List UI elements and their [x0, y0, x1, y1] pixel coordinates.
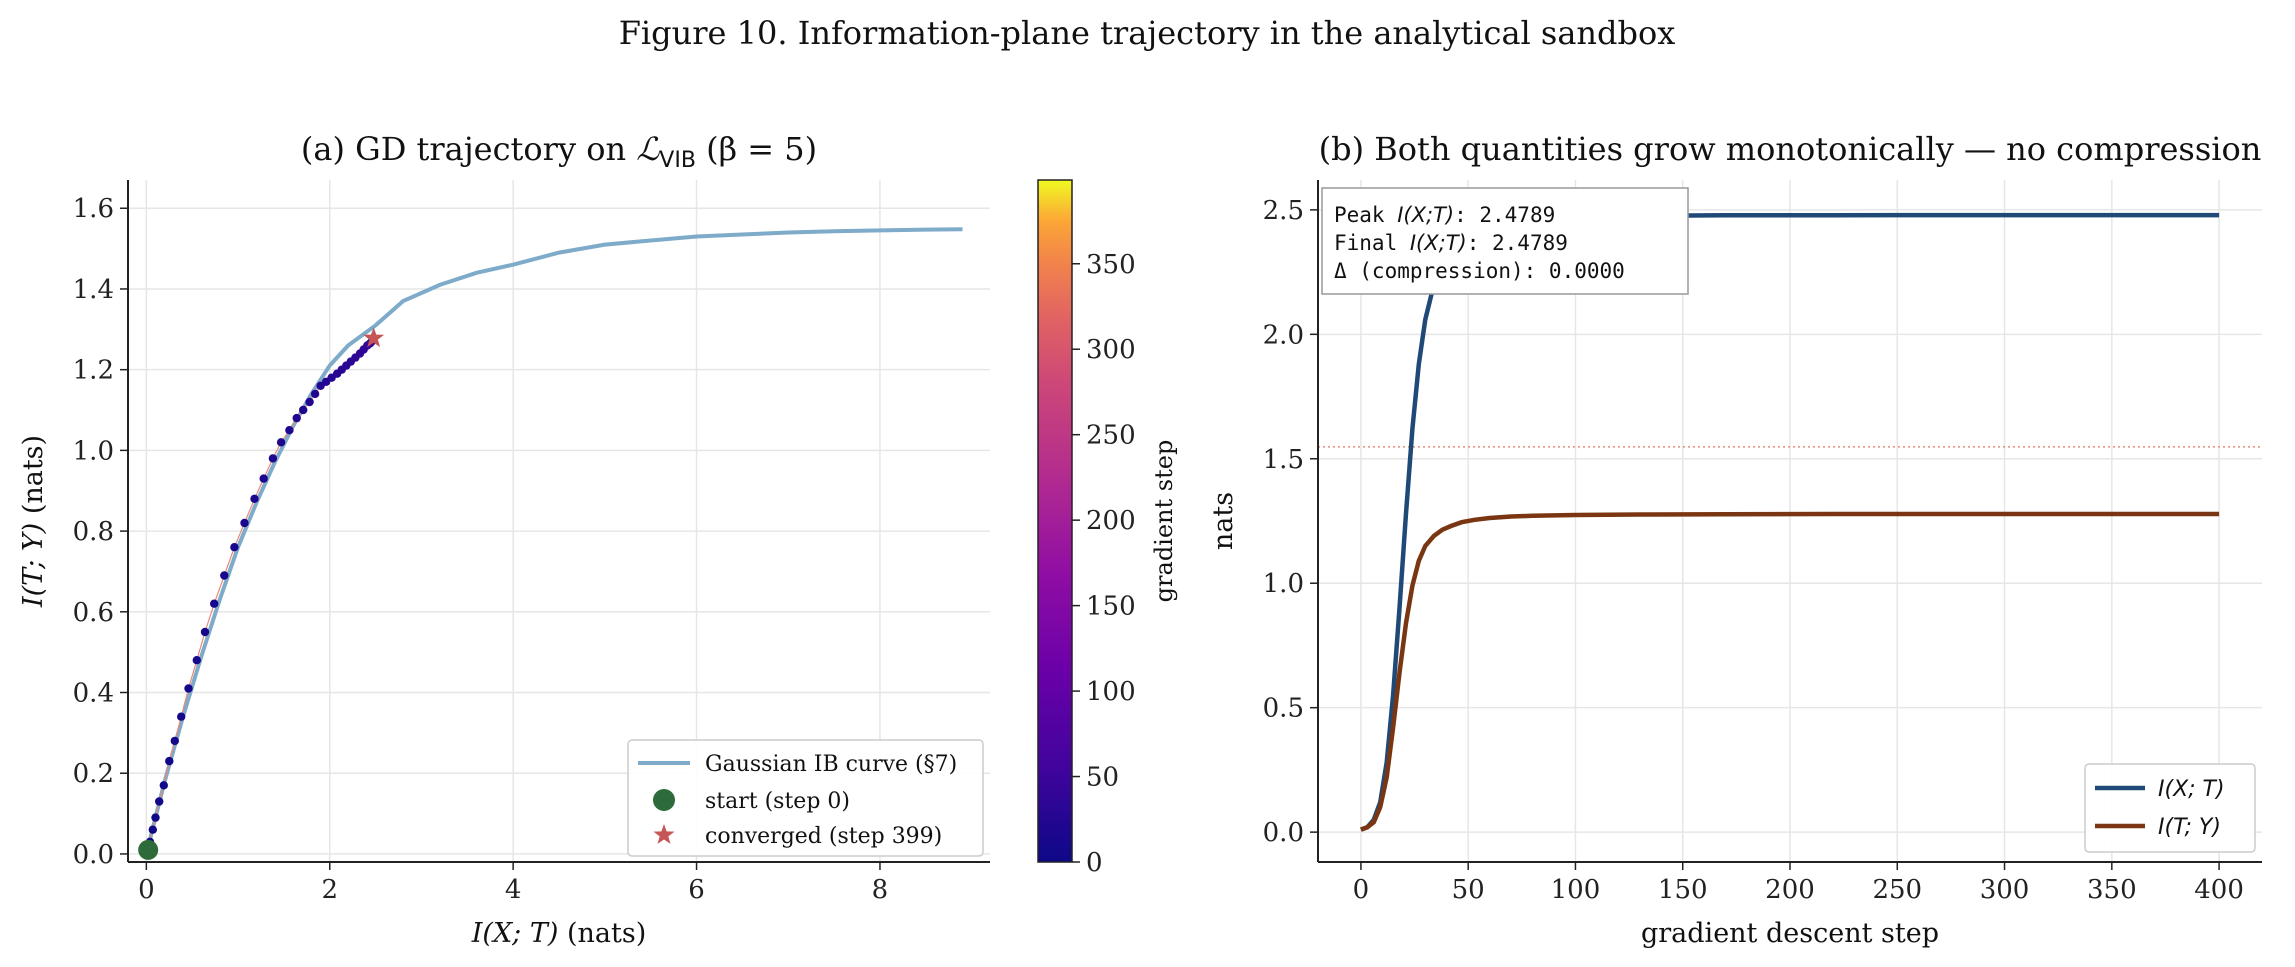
ity-line: [1360, 511, 2220, 832]
b-xtick-label: 300: [1980, 875, 2030, 905]
trajectory-point: [151, 813, 160, 822]
b-xtick-label: 50: [1452, 875, 1485, 905]
legend-start-swatch: [653, 789, 675, 811]
trajectory-point: [184, 684, 193, 693]
trajectory-point: [200, 627, 210, 637]
trajectory-point: [299, 405, 308, 415]
panel-a-y-label: I(T; Y) (nats): [18, 435, 49, 608]
b-ytick-label: 1.5: [1263, 445, 1304, 475]
a-ytick-label: 0.4: [73, 679, 114, 709]
converged-marker: [363, 327, 385, 348]
panel-a-legend: Gaussian IB curve (§7) start (step 0) co…: [627, 739, 984, 857]
trajectory-point: [240, 518, 249, 528]
colorbar-tick-label: 50: [1086, 763, 1119, 793]
trajectory-point: [292, 413, 301, 423]
b-xtick-label: 250: [1872, 875, 1922, 905]
colorbar-gradient: [1037, 179, 1073, 863]
b-ytick-label: 0.0: [1263, 818, 1304, 848]
panel-a-grid: [128, 180, 990, 862]
b-xtick-label: 400: [2194, 875, 2244, 905]
a-ytick-label: 1.4: [73, 275, 114, 305]
trajectory-point: [155, 797, 164, 806]
b-xtick-label: 150: [1658, 875, 1708, 905]
trajectory-point: [170, 736, 179, 746]
trajectory-point: [148, 825, 157, 834]
legend-converged-swatch: [653, 824, 675, 844]
trajectory-point: [192, 656, 201, 665]
a-xtick-label: 2: [321, 875, 338, 905]
start-marker: [138, 839, 159, 860]
colorbar-label: gradient step: [1150, 440, 1178, 603]
trajectory-point: [250, 494, 259, 503]
info-box: Peak I(X;T): 2.4789 Final I(X;T): 2.4789…: [1321, 187, 1689, 295]
trajectory-point: [165, 756, 174, 766]
a-ytick-label: 1.6: [73, 194, 114, 224]
a-xtick-label: 4: [505, 875, 522, 905]
trajectory-point: [177, 712, 186, 721]
a-xtick-label: 6: [688, 875, 705, 905]
b-xtick-label: 0: [1353, 875, 1370, 905]
trajectory-points: [144, 334, 378, 855]
colorbar-ticks: 0 50 100 150 200 250 300 350: [1072, 250, 1136, 878]
trajectory-point: [259, 474, 268, 483]
a-ytick-label: 0.8: [73, 517, 114, 547]
info-peak: Peak I(X;T): 2.4789: [1334, 203, 1555, 227]
info-final: Final I(X;T): 2.4789: [1334, 231, 1568, 255]
b-ytick-label: 2.0: [1263, 320, 1304, 350]
b-xtick-label: 350: [2087, 875, 2137, 905]
a-ytick-label: 0.2: [73, 759, 114, 789]
panel-b-y-label: nats: [1208, 492, 1239, 550]
colorbar-tick-label: 150: [1086, 592, 1136, 622]
colorbar: 0 50 100 150 200 250 300 350 gradient step: [1037, 179, 1178, 878]
panel-a-ticks: 0 2 4 6 8 0.0 0.2 0.4 0.6 0.8 1.0 1.2 1.4 1.6: [73, 194, 889, 905]
panel-b: (b) Both quantities grow monotonically —…: [1208, 130, 2262, 949]
b-ytick-label: 0.5: [1263, 694, 1304, 724]
colorbar-tick-label: 300: [1086, 335, 1136, 365]
trajectory-point: [159, 781, 168, 790]
trajectory-point: [268, 454, 278, 463]
trajectory-point: [230, 543, 239, 552]
trajectory-point: [210, 599, 219, 608]
trajectory-point: [285, 426, 294, 435]
ib-curve-line: [144, 227, 963, 855]
panel-b-title: (b) Both quantities grow monotonically —…: [1319, 130, 2262, 168]
trajectory-point: [276, 438, 286, 447]
a-ytick-label: 1.2: [73, 356, 114, 386]
colorbar-tick-label: 200: [1086, 506, 1136, 536]
panel-a: (a) GD trajectory on ℒVIB (β = 5) 0 2 4 6 80…: [18, 130, 990, 949]
b-xtick-label: 200: [1765, 875, 1815, 905]
trajectory-point: [310, 389, 320, 399]
legend-ity-label: I(T; Y): [2158, 815, 2221, 840]
figure-title: Figure 10. Information-plane trajectory …: [619, 14, 1676, 52]
panel-a-title: (a) GD trajectory on ℒVIB (β = 5): [301, 130, 817, 173]
panel-b-legend: I(X; T) I(T; Y): [2084, 763, 2256, 853]
info-compression: Δ (compression): 0.0000: [1334, 259, 1625, 283]
b-ytick-label: 2.5: [1263, 196, 1304, 226]
panel-b-ticks: 0 50 100 150 200 250 300 350 400 0.0 0.5 1.0 1.5 2.0 2…: [1263, 196, 2244, 905]
colorbar-tick-label: 250: [1086, 421, 1136, 451]
panel-a-x-label: I(X; T) (nats): [471, 918, 647, 949]
trajectory-point: [305, 397, 314, 407]
colorbar-tick-label: 0: [1086, 848, 1103, 878]
a-ytick-label: 1.0: [73, 436, 114, 466]
legend-ib-label: Gaussian IB curve (§7): [705, 752, 957, 777]
a-xtick-label: 0: [138, 875, 155, 905]
legend-start-label: start (step 0): [705, 789, 850, 814]
trajectory-point: [220, 571, 229, 580]
panel-b-x-label: gradient descent step: [1641, 918, 1939, 949]
b-ytick-label: 1.0: [1263, 569, 1304, 599]
legend-converged-label: converged (step 399): [705, 824, 942, 849]
b-xtick-label: 100: [1551, 875, 1601, 905]
colorbar-tick-label: 350: [1086, 250, 1136, 280]
a-ytick-label: 0.6: [73, 598, 114, 628]
a-xtick-label: 8: [872, 875, 889, 905]
colorbar-tick-label: 100: [1086, 677, 1136, 707]
legend-ixt-label: I(X; T): [2158, 777, 2225, 802]
a-ytick-label: 0.0: [73, 840, 114, 870]
